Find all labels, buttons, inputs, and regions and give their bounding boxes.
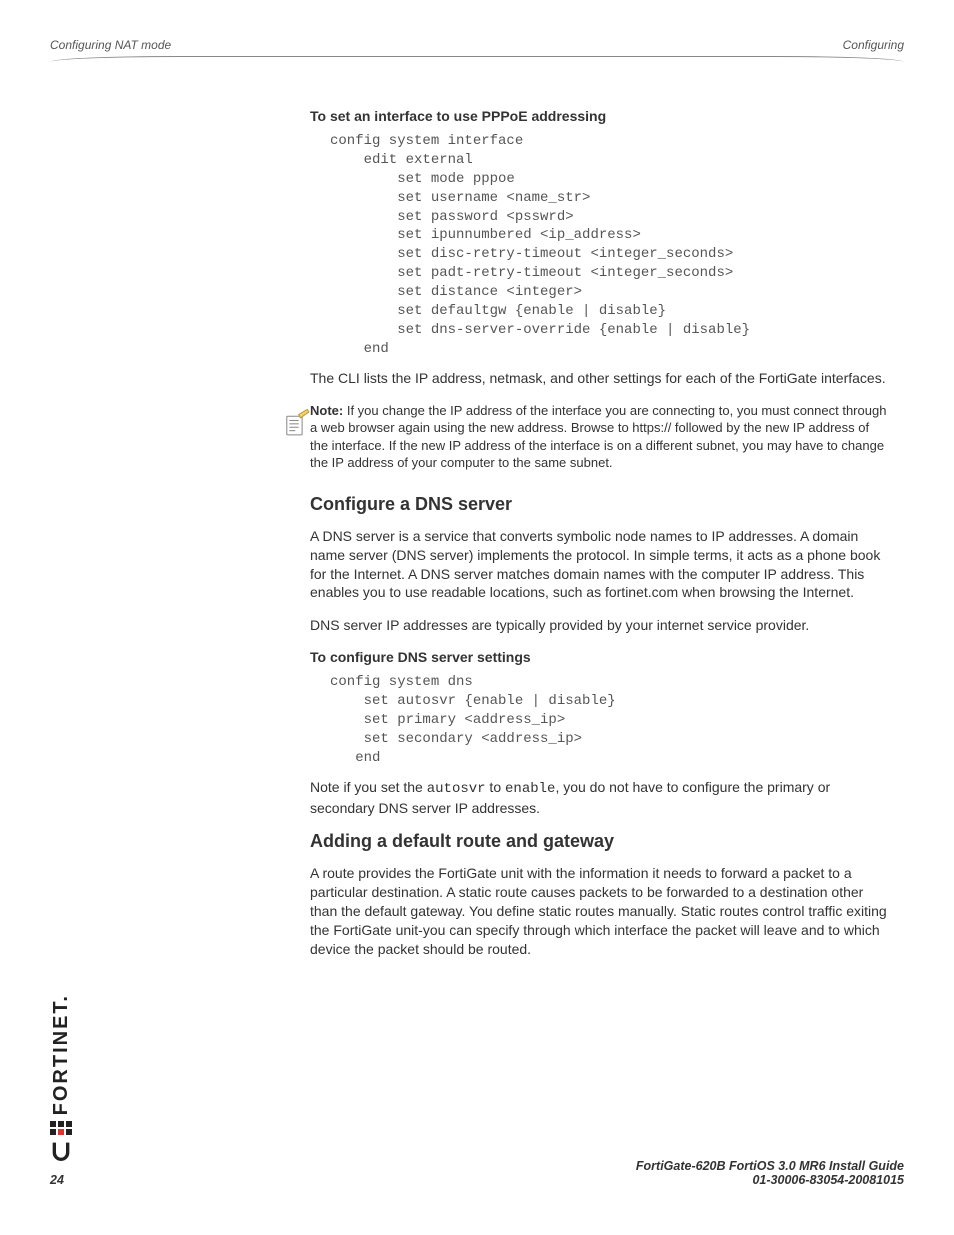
para-cli-lists: The CLI lists the IP address, netmask, a… xyxy=(310,369,894,388)
para-route: A route provides the FortiGate unit with… xyxy=(310,864,894,958)
page: Configuring NAT mode Configuring To set … xyxy=(0,0,954,1235)
brand-name: FORTINET. xyxy=(50,994,73,1115)
para-dns-after: Note if you set the autosvr to enable, y… xyxy=(310,778,894,818)
note-icon xyxy=(280,406,314,440)
header-divider xyxy=(50,56,904,68)
para-dns-1: A DNS server is a service that converts … xyxy=(310,527,894,603)
header-right: Configuring xyxy=(843,38,904,52)
footer-right: FortiGate-620B FortiOS 3.0 MR6 Install G… xyxy=(636,1159,904,1187)
note-label: Note: xyxy=(310,403,343,418)
code-block-pppoe: config system interface edit external se… xyxy=(330,132,894,359)
header-left: Configuring NAT mode xyxy=(50,38,171,52)
inline-code-enable: enable xyxy=(505,781,555,797)
text: to xyxy=(486,779,505,795)
brand-u-icon xyxy=(51,1141,71,1161)
procedure-title-dns: To configure DNS server settings xyxy=(310,649,894,665)
brand-logo: FORTINET. xyxy=(46,981,76,1161)
main-content-2: Configure a DNS server A DNS server is a… xyxy=(310,494,894,959)
note-box: Note: If you change the IP address of th… xyxy=(280,402,894,472)
page-footer: 24 FortiGate-620B FortiOS 3.0 MR6 Instal… xyxy=(50,1159,904,1187)
footer-line1: FortiGate-620B FortiOS 3.0 MR6 Install G… xyxy=(636,1159,904,1173)
main-content: To set an interface to use PPPoE address… xyxy=(310,108,894,388)
heading-dns: Configure a DNS server xyxy=(310,494,894,515)
note-text: Note: If you change the IP address of th… xyxy=(310,402,894,472)
procedure-title-pppoe: To set an interface to use PPPoE address… xyxy=(310,108,894,124)
heading-route: Adding a default route and gateway xyxy=(310,831,894,852)
brand-symbol xyxy=(50,1121,72,1137)
running-header: Configuring NAT mode Configuring xyxy=(50,38,904,52)
inline-code-autosvr: autosvr xyxy=(427,781,486,797)
text: Note if you set the xyxy=(310,779,427,795)
para-dns-2: DNS server IP addresses are typically pr… xyxy=(310,616,894,635)
page-number: 24 xyxy=(50,1173,64,1187)
footer-line2: 01-30006-83054-20081015 xyxy=(636,1173,904,1187)
note-body: If you change the IP address of the inte… xyxy=(310,403,886,471)
code-block-dns: config system dns set autosvr {enable | … xyxy=(330,673,894,767)
